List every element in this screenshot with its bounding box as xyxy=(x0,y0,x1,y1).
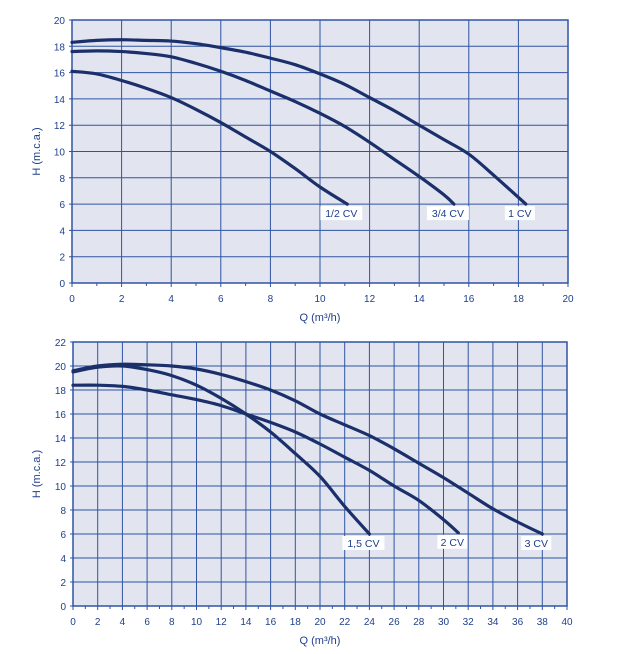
series-label-bg xyxy=(504,206,535,221)
x-tick-label: 12 xyxy=(364,294,376,305)
curve-2-cv xyxy=(71,383,460,535)
x-tick-label: 38 xyxy=(537,617,549,628)
curve-3-4-cv xyxy=(70,49,456,206)
y-tick-label: 12 xyxy=(54,121,66,132)
y-tick-label: 12 xyxy=(55,458,67,469)
x-tick-label: 24 xyxy=(364,617,376,628)
x-tick-label: 8 xyxy=(169,617,175,628)
series-label: 1,5 CV xyxy=(347,538,379,550)
chart-2: 0 2 4 6 8 10 12 14 16 18 20 22 24 26 28 30 32 34 36 38 40024… xyxy=(31,338,573,647)
x-tick-label: 34 xyxy=(487,617,499,628)
y-axis-label: H (m.c.a.) xyxy=(31,450,43,498)
y-axis-label: H (m.c.a.) xyxy=(31,127,43,175)
x-tick-label: 40 xyxy=(561,617,573,628)
x-tick-label: 30 xyxy=(438,617,450,628)
y-tick-label: 6 xyxy=(59,200,65,211)
x-tick-label: 0 xyxy=(69,294,75,305)
x-tick-label: 16 xyxy=(265,617,277,628)
y-tick-label: 10 xyxy=(55,482,67,493)
x-tick-label: 14 xyxy=(240,617,252,628)
x-tick-label: 18 xyxy=(290,617,302,628)
x-tick-label: 32 xyxy=(463,617,475,628)
x-tick-label: 4 xyxy=(120,617,126,628)
y-tick-label: 18 xyxy=(55,386,67,397)
series-label: 1/2 CV xyxy=(325,208,357,220)
y-tick-label: 22 xyxy=(55,338,67,349)
y-tick-label: 20 xyxy=(55,362,67,373)
x-tick-label: 2 xyxy=(119,294,125,305)
x-tick-label: 12 xyxy=(216,617,228,628)
y-tick-label: 2 xyxy=(59,253,65,264)
y-tick-label: 4 xyxy=(59,226,65,237)
x-tick-label: 20 xyxy=(314,617,326,628)
curve-1-5-cv xyxy=(71,364,371,536)
series-label-bg xyxy=(342,536,385,550)
y-tick-label: 14 xyxy=(54,95,66,106)
y-tick-label: 18 xyxy=(54,42,66,53)
x-tick-label: 28 xyxy=(413,617,425,628)
x-tick-label: 22 xyxy=(339,617,351,628)
x-tick-label: 36 xyxy=(512,617,524,628)
x-axis-label: Q (m³/h) xyxy=(300,312,341,324)
plot-frame xyxy=(71,19,569,284)
x-tick-label: 14 xyxy=(414,294,426,305)
series-label: 3 CV xyxy=(525,538,548,550)
series-label-bg xyxy=(320,206,363,221)
x-tick-label: 0 xyxy=(70,617,76,628)
y-tick-label: 16 xyxy=(55,410,67,421)
x-tick-label: 6 xyxy=(144,617,150,628)
y-tick-label: 2 xyxy=(60,578,66,589)
y-tick-label: 10 xyxy=(54,148,66,159)
series-label: 2 CV xyxy=(441,537,464,549)
x-tick-label: 6 xyxy=(218,294,224,305)
x-tick-label: 10 xyxy=(314,294,326,305)
x-tick-label: 4 xyxy=(168,294,174,305)
curve-1-cv xyxy=(70,38,528,206)
y-tick-label: 14 xyxy=(55,434,67,445)
curve-3-cv xyxy=(71,362,544,536)
y-tick-label: 0 xyxy=(60,602,66,613)
y-tick-label: 8 xyxy=(60,506,66,517)
curve-1-2-cv xyxy=(70,69,349,206)
x-tick-label: 2 xyxy=(95,617,101,628)
y-tick-label: 20 xyxy=(54,16,66,27)
y-tick-label: 4 xyxy=(60,554,66,565)
series-label: 3/4 CV xyxy=(432,208,464,220)
x-tick-label: 20 xyxy=(562,294,574,305)
series-label-bg xyxy=(521,536,552,550)
x-tick-label: 26 xyxy=(389,617,401,628)
plot-frame xyxy=(72,341,568,607)
y-tick-label: 6 xyxy=(60,530,66,541)
y-tick-label: 16 xyxy=(54,69,66,80)
x-axis-label: Q (m³/h) xyxy=(300,635,341,647)
series-label-bg xyxy=(426,206,469,221)
y-tick-label: 0 xyxy=(59,279,65,290)
series-label: 1 CV xyxy=(508,208,531,220)
x-tick-label: 8 xyxy=(268,294,274,305)
chart-1: 0 2 4 6 8 10 12 14 16 18 20 0 2 4 6 8 10 12 14 16 18 20 Q (m³/… xyxy=(31,16,574,324)
x-tick-label: 18 xyxy=(513,294,525,305)
x-tick-label: 10 xyxy=(191,617,203,628)
y-tick-label: 8 xyxy=(59,174,65,185)
x-tick-label: 16 xyxy=(463,294,475,305)
series-label-bg xyxy=(437,534,468,549)
